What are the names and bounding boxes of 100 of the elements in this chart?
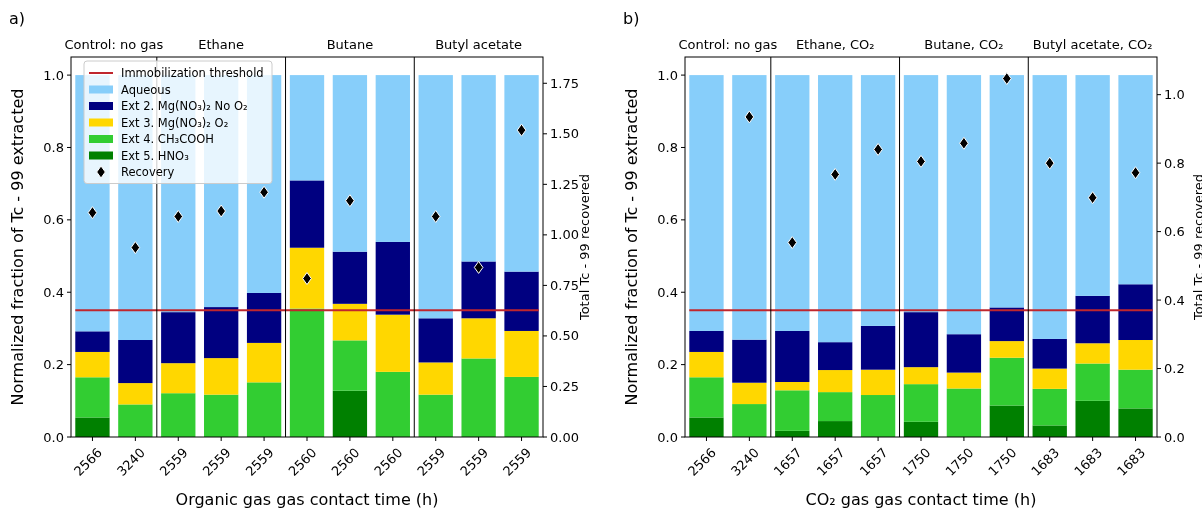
point <box>130 241 141 255</box>
legend-label: Ext 3. Mg(NO₃)₂ O₂ <box>121 115 229 130</box>
y2-tick-label: 0.4 <box>1164 292 1185 308</box>
y2-tick-label: 0.6 <box>1164 224 1185 240</box>
text: Control: no gas <box>64 37 164 52</box>
bar <box>461 261 496 319</box>
bar <box>1118 369 1153 409</box>
bar <box>118 383 153 405</box>
bar <box>332 303 368 341</box>
y-axis-title: Normalized fraction of Tc - 99 extracted <box>8 88 27 406</box>
y-tick-label: 0.8 <box>43 140 64 156</box>
bar <box>946 75 982 335</box>
bar <box>75 351 110 378</box>
y2-axis-title: Total Tc - 99 recovered <box>577 173 592 322</box>
point <box>173 209 184 223</box>
bar <box>289 75 325 181</box>
bar <box>461 358 496 437</box>
point <box>430 209 441 223</box>
text: Control: no gas <box>678 37 778 52</box>
point <box>1002 72 1012 86</box>
bar <box>989 405 1024 437</box>
bar <box>332 390 368 437</box>
point <box>1130 166 1141 180</box>
bar <box>246 292 282 343</box>
point <box>516 123 527 137</box>
bar <box>1118 284 1153 341</box>
legend-label: Immobilization threshold <box>121 66 264 81</box>
legend-label: Ext 4. CH₃COOH <box>121 132 214 147</box>
y-axis-title: Normalized fraction of Tc - 99 extracted <box>622 88 641 406</box>
bar <box>775 390 810 431</box>
legend-label: Aqueous <box>121 82 171 97</box>
legend-label: Ext 2. Mg(NO₃)₂ No O₂ <box>121 99 248 114</box>
bar <box>375 241 410 315</box>
bar <box>860 395 896 437</box>
bar <box>332 75 368 252</box>
bar <box>161 312 196 364</box>
point <box>302 272 312 286</box>
bar <box>418 75 453 319</box>
y2-tick-label: 1.25 <box>550 176 579 192</box>
bar <box>989 75 1024 308</box>
point <box>473 260 484 274</box>
bar <box>1075 363 1110 401</box>
bar <box>732 404 767 437</box>
y2-tick-label: 1.50 <box>550 126 579 142</box>
bar <box>504 330 539 377</box>
bar <box>461 318 496 359</box>
point <box>916 154 926 168</box>
bar <box>903 312 939 368</box>
point <box>87 206 98 220</box>
bar <box>1032 75 1067 339</box>
text: Ethane, CO₂ <box>795 37 875 52</box>
bar <box>775 330 810 382</box>
bar <box>989 357 1024 406</box>
bar <box>504 75 539 272</box>
bar <box>375 314 410 372</box>
bar <box>860 369 896 396</box>
bar <box>903 367 939 385</box>
y-tick-label: 0.0 <box>657 429 678 445</box>
y2-tick-label: 0.8 <box>1164 155 1185 171</box>
bar <box>204 358 239 395</box>
bar <box>689 417 724 437</box>
chart-title: a) <box>9 9 26 28</box>
point <box>216 204 226 218</box>
text: Ethane <box>198 37 245 52</box>
bar <box>903 384 939 422</box>
y2-tick-label: 1.0 <box>1164 87 1185 103</box>
bar <box>418 362 453 395</box>
bar <box>1118 340 1153 370</box>
bar <box>946 334 982 373</box>
bar <box>1118 408 1153 437</box>
bar <box>161 393 196 437</box>
bar <box>860 75 896 326</box>
y-tick-label: 0.2 <box>43 357 64 373</box>
y-tick-label: 0.4 <box>43 284 64 300</box>
bar <box>1075 295 1110 344</box>
bar <box>1032 425 1067 437</box>
bar <box>418 394 453 437</box>
bar <box>860 325 896 370</box>
bar <box>504 376 539 437</box>
bar <box>332 251 368 304</box>
y2-tick-label: 0.2 <box>1164 361 1185 377</box>
bar <box>903 421 939 437</box>
bar <box>246 382 282 437</box>
point <box>959 136 969 150</box>
bar <box>689 75 724 331</box>
text: Butyl acetate, CO₂ <box>1032 37 1153 52</box>
point <box>873 142 883 156</box>
bar <box>689 377 724 418</box>
bar <box>418 318 453 363</box>
bar <box>246 342 282 383</box>
point <box>830 167 840 181</box>
y-tick-label: 0.8 <box>657 140 678 156</box>
bar <box>903 75 939 313</box>
point <box>787 236 798 250</box>
point <box>259 185 269 199</box>
bar <box>161 363 196 394</box>
bar <box>118 404 153 437</box>
bar <box>289 180 325 248</box>
bar <box>332 340 368 391</box>
text: Butyl acetate <box>435 37 523 52</box>
